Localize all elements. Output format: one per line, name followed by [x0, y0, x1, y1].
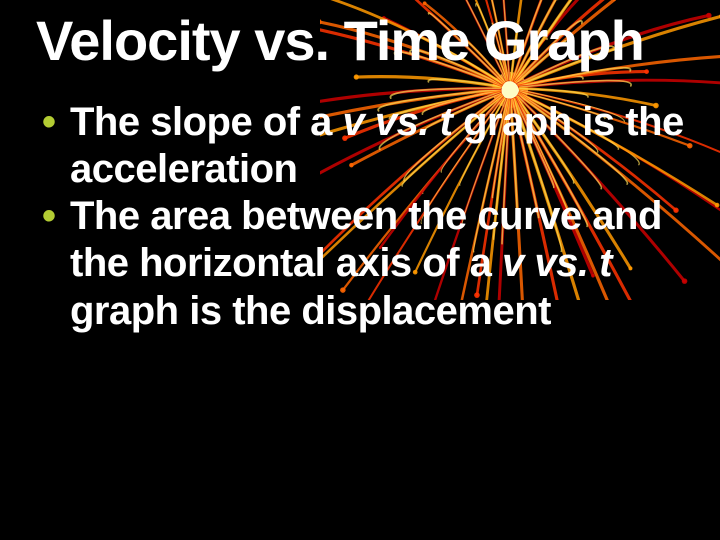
- bullet-text-italic: v vs. t: [502, 241, 612, 285]
- slide-title: Velocity vs. Time Graph: [36, 12, 690, 71]
- slide-content: Velocity vs. Time Graph The slope of a v…: [0, 0, 720, 365]
- bullet-text-pre: The slope of a: [70, 100, 343, 144]
- bullet-item: The area between the curve and the horiz…: [36, 193, 690, 335]
- bullet-list: The slope of a v vs. t graph is the acce…: [36, 99, 690, 335]
- bullet-text-post: graph is the displacement: [70, 289, 551, 333]
- bullet-item: The slope of a v vs. t graph is the acce…: [36, 99, 690, 193]
- bullet-text-italic: v vs. t: [343, 100, 453, 144]
